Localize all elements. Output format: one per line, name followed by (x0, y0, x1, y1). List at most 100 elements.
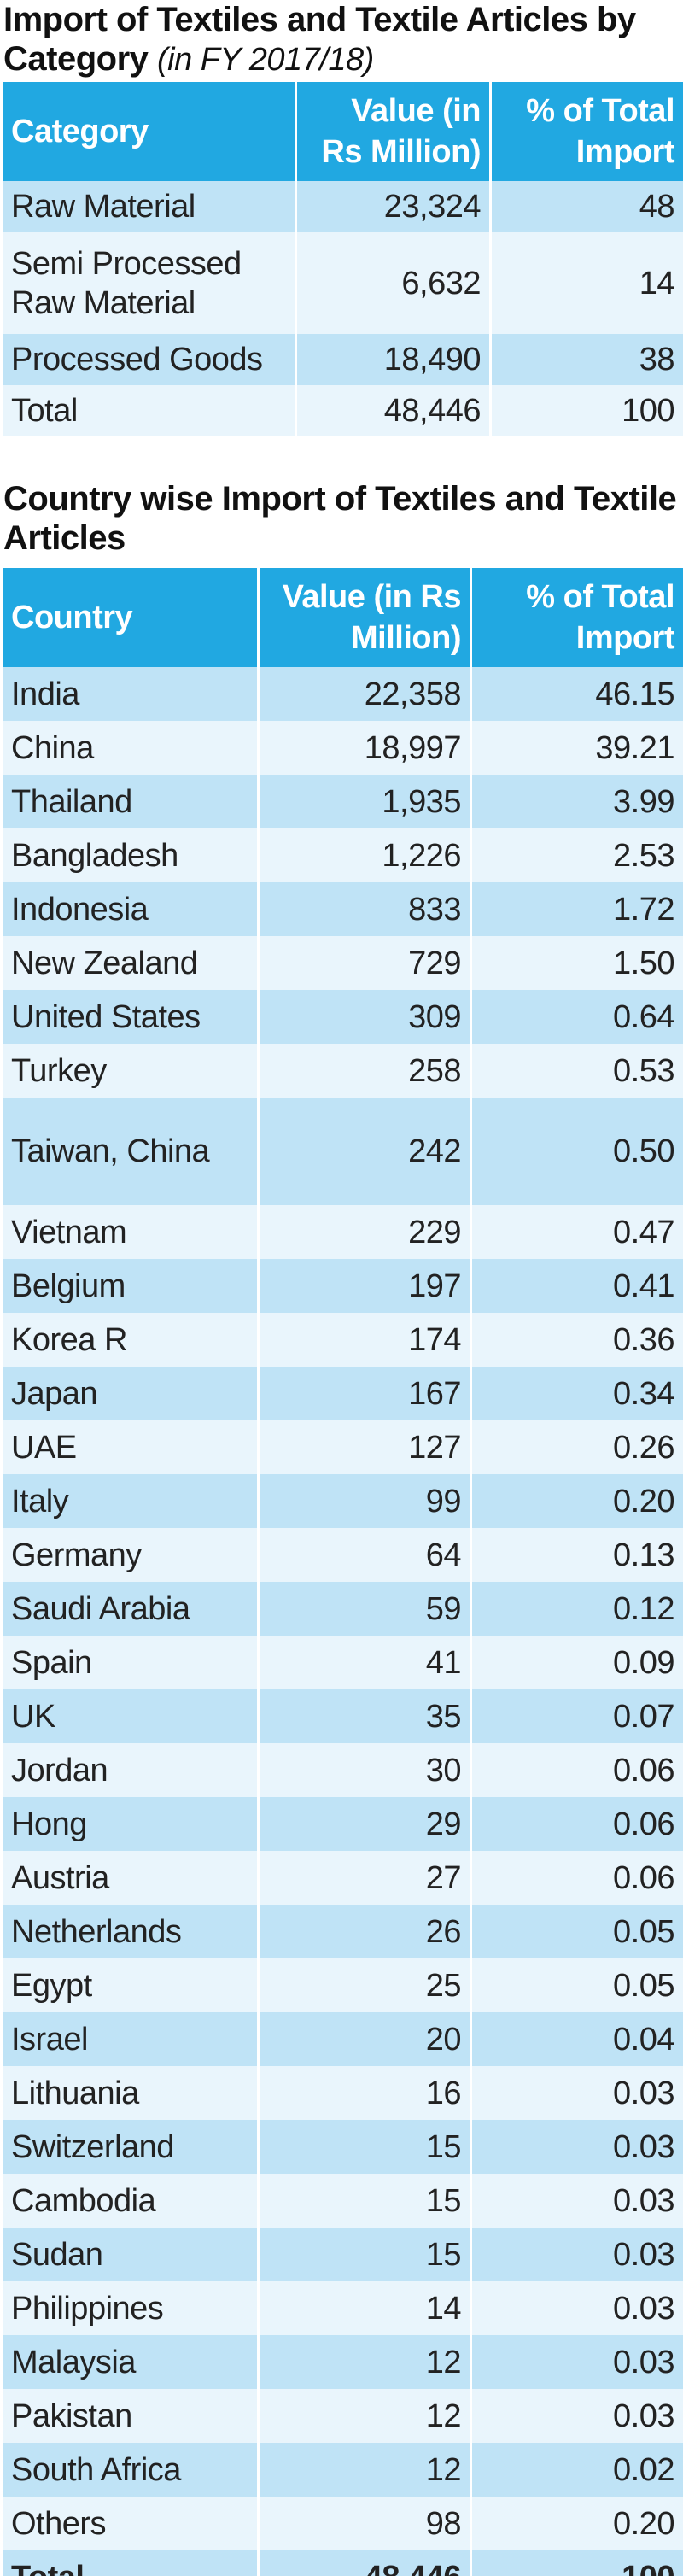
table-title: Country wise Import of Textiles and Text… (0, 479, 683, 568)
table-cell: Lithuania (0, 2066, 260, 2120)
table-cell: 0.03 (470, 2120, 683, 2174)
table-cell: 1.50 (470, 936, 683, 990)
table-cell: 729 (257, 936, 472, 990)
table-row: Turkey 258 0.53 (0, 1044, 683, 1098)
table-cell: India (0, 667, 260, 721)
table-cell: 0.05 (470, 1958, 683, 2012)
table-row: Germany 64 0.13 (0, 1528, 683, 1582)
table-row: Hong 29 0.06 (0, 1797, 683, 1851)
table-cell: 0.09 (470, 1636, 683, 1689)
table-row: Saudi Arabia 59 0.12 (0, 1582, 683, 1636)
table-cell: 0.36 (470, 1313, 683, 1367)
table-cell: 0.06 (470, 1851, 683, 1905)
table-cell: Netherlands (0, 1905, 260, 1958)
table-cell: 0.03 (470, 2335, 683, 2389)
table-cell: UAE (0, 1420, 260, 1474)
table-row: Semi Processed Raw Material 6,632 14 (0, 232, 683, 334)
table-cell: 242 (257, 1098, 472, 1205)
table-row: Lithuania 16 0.03 (0, 2066, 683, 2120)
table-cell: 0.07 (470, 1689, 683, 1743)
table-cell: Others (0, 2497, 260, 2550)
table-cell: 833 (257, 882, 472, 936)
table-cell: Japan (0, 1367, 260, 1420)
table-row: Japan 167 0.34 (0, 1367, 683, 1420)
table-row: Jordan 30 0.06 (0, 1743, 683, 1797)
table-row: Pakistan 12 0.03 (0, 2389, 683, 2443)
table-cell: 0.12 (470, 1582, 683, 1636)
header-cell: Value (in Rs Million) (295, 82, 492, 181)
table-cell: 48 (489, 181, 683, 232)
table-cell: 167 (257, 1367, 472, 1420)
table-cell: 0.47 (470, 1205, 683, 1259)
table-row: Austria 27 0.06 (0, 1851, 683, 1905)
table-cell: Pakistan (0, 2389, 260, 2443)
header-cell: Value (in Rs Million) (257, 568, 472, 667)
table-cell: 15 (257, 2228, 472, 2281)
table-row: China 18,997 39.21 (0, 721, 683, 775)
table-cell: 14 (489, 232, 683, 334)
table-cell: 98 (257, 2497, 472, 2550)
table-cell: 20 (257, 2012, 472, 2066)
table-cell: 2.53 (470, 828, 683, 882)
table-cell: Taiwan, China (0, 1098, 260, 1205)
table-cell: United States (0, 990, 260, 1044)
table-cell: 127 (257, 1420, 472, 1474)
table-cell: 46.15 (470, 667, 683, 721)
table-cell: 64 (257, 1528, 472, 1582)
table-cell: 16 (257, 2066, 472, 2120)
table-cell: 0.20 (470, 2497, 683, 2550)
table-row: Israel 20 0.04 (0, 2012, 683, 2066)
table-cell: Saudi Arabia (0, 1582, 260, 1636)
table-cell: 0.03 (470, 2174, 683, 2228)
table-cell: 23,324 (295, 181, 492, 232)
table-cell: 18,490 (295, 334, 492, 385)
table-cell: Cambodia (0, 2174, 260, 2228)
table-cell: 0.41 (470, 1259, 683, 1313)
table-title: Import of Textiles and Textile Articles … (0, 0, 683, 82)
table-row: New Zealand 729 1.50 (0, 936, 683, 990)
table-cell: Semi Processed Raw Material (0, 232, 297, 334)
table-cell: Italy (0, 1474, 260, 1528)
table-cell: Bangladesh (0, 828, 260, 882)
table-cell: Thailand (0, 775, 260, 828)
table-cell: Israel (0, 2012, 260, 2066)
table-cell: Austria (0, 1851, 260, 1905)
table-cell: Vietnam (0, 1205, 260, 1259)
table-row: Philippines 14 0.03 (0, 2281, 683, 2335)
table-row: Taiwan, China 242 0.50 (0, 1098, 683, 1205)
table-cell: UK (0, 1689, 260, 1743)
table-cell: 197 (257, 1259, 472, 1313)
table-row: Switzerland 15 0.03 (0, 2120, 683, 2174)
table-row: Cambodia 15 0.03 (0, 2174, 683, 2228)
header-cell: % of Total Import (470, 568, 683, 667)
table-row: Netherlands 26 0.05 (0, 1905, 683, 1958)
table-row: UK 35 0.07 (0, 1689, 683, 1743)
table-cell: 0.06 (470, 1743, 683, 1797)
table-cell: Korea R (0, 1313, 260, 1367)
table-row: Vietnam 229 0.47 (0, 1205, 683, 1259)
table-cell: Indonesia (0, 882, 260, 936)
table-cell: Philippines (0, 2281, 260, 2335)
table-row: Malaysia 12 0.03 (0, 2335, 683, 2389)
table-cell: 15 (257, 2120, 472, 2174)
table-cell: 0.06 (470, 1797, 683, 1851)
table-cell: 59 (257, 1582, 472, 1636)
header-cell: Category (0, 82, 297, 181)
table-row: Raw Material 23,324 48 (0, 181, 683, 232)
table-cell: Total (0, 385, 297, 436)
table-row: Indonesia 833 1.72 (0, 882, 683, 936)
table-cell: 0.05 (470, 1905, 683, 1958)
title-text: Import of Textiles and Textile Articles … (3, 1, 636, 78)
table-cell: 12 (257, 2335, 472, 2389)
table-cell: 258 (257, 1044, 472, 1098)
table-row: Bangladesh 1,226 2.53 (0, 828, 683, 882)
table-cell: Hong (0, 1797, 260, 1851)
table-row: India 22,358 46.15 (0, 667, 683, 721)
table-cell: 174 (257, 1313, 472, 1367)
table-row: South Africa 12 0.02 (0, 2443, 683, 2497)
category-table: Category Value (in Rs Million)% of Total … (0, 82, 683, 436)
table-cell: 3.99 (470, 775, 683, 828)
